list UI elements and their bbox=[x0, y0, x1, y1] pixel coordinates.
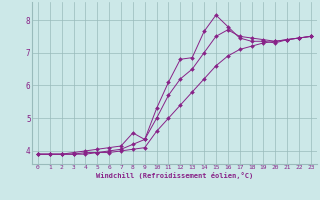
X-axis label: Windchill (Refroidissement éolien,°C): Windchill (Refroidissement éolien,°C) bbox=[96, 172, 253, 179]
